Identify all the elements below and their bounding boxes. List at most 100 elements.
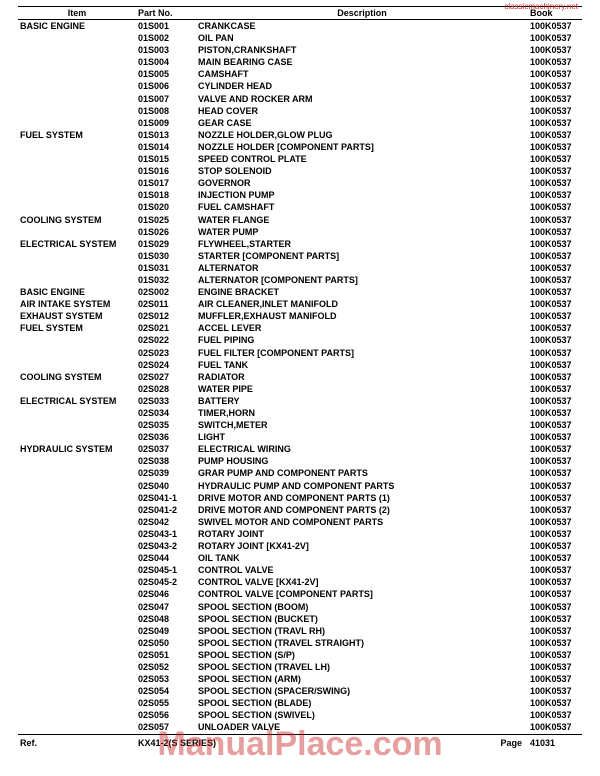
cell-desc: SWIVEL MOTOR AND COMPONENT PARTS — [196, 516, 528, 528]
cell-part: 02S049 — [136, 625, 196, 637]
table-row: BASIC ENGINE01S001CRANKCASE100K0537 — [18, 20, 582, 33]
cell-book: 100K0537 — [528, 298, 582, 310]
cell-desc: CONTROL VALVE — [196, 564, 528, 576]
header-item: Item — [18, 7, 136, 20]
cell-desc: GEAR CASE — [196, 117, 528, 129]
cell-book: 100K0537 — [528, 93, 582, 105]
table-row: 02S034TIMER,HORN100K0537 — [18, 407, 582, 419]
cell-part: 01S020 — [136, 201, 196, 213]
cell-item — [18, 661, 136, 673]
cell-desc: PISTON,CRANKSHAFT — [196, 44, 528, 56]
cell-part: 02S040 — [136, 480, 196, 492]
cell-desc: GRAR PUMP AND COMPONENT PARTS — [196, 467, 528, 479]
cell-desc: SPOOL SECTION (TRAVL RH) — [196, 625, 528, 637]
cell-part: 01S016 — [136, 165, 196, 177]
cell-item — [18, 165, 136, 177]
table-row: 02S045-1CONTROL VALVE100K0537 — [18, 564, 582, 576]
cell-item — [18, 637, 136, 649]
table-body: BASIC ENGINE01S001CRANKCASE100K053701S00… — [18, 20, 582, 735]
table-row: 01S007VALVE AND ROCKER ARM100K0537 — [18, 93, 582, 105]
cell-part: 01S017 — [136, 177, 196, 189]
cell-part: 02S002 — [136, 286, 196, 298]
cell-book: 100K0537 — [528, 80, 582, 92]
cell-book: 100K0537 — [528, 214, 582, 226]
cell-item — [18, 105, 136, 117]
cell-part: 01S007 — [136, 93, 196, 105]
cell-book: 100K0537 — [528, 564, 582, 576]
cell-desc: SPOOL SECTION (SWIVEL) — [196, 709, 528, 721]
cell-desc: DRIVE MOTOR AND COMPONENT PARTS (1) — [196, 492, 528, 504]
table-row: ELECTRICAL SYSTEM02S033BATTERY100K0537 — [18, 395, 582, 407]
cell-item — [18, 516, 136, 528]
footer-ref-label: Ref. — [18, 734, 136, 751]
cell-desc: PUMP HOUSING — [196, 455, 528, 467]
table-row: 01S016STOP SOLENOID100K0537 — [18, 165, 582, 177]
header-part: Part No. — [136, 7, 196, 20]
cell-book: 100K0537 — [528, 129, 582, 141]
cell-item — [18, 56, 136, 68]
table-row: COOLING SYSTEM01S025WATER FLANGE100K0537 — [18, 214, 582, 226]
cell-part: 02S048 — [136, 613, 196, 625]
cell-desc: ALTERNATOR — [196, 262, 528, 274]
cell-item — [18, 588, 136, 600]
cell-part: 02S051 — [136, 649, 196, 661]
table-row: 01S031ALTERNATOR100K0537 — [18, 262, 582, 274]
cell-desc: ROTARY JOINT — [196, 528, 528, 540]
cell-desc: FUEL FILTER [COMPONENT PARTS] — [196, 347, 528, 359]
cell-desc: MUFFLER,EXHAUST MANIFOLD — [196, 310, 528, 322]
table-row: 02S022FUEL PIPING100K0537 — [18, 334, 582, 346]
cell-item — [18, 68, 136, 80]
table-row: 01S006CYLINDER HEAD100K0537 — [18, 80, 582, 92]
cell-part: 02S033 — [136, 395, 196, 407]
cell-part: 01S002 — [136, 32, 196, 44]
cell-book: 100K0537 — [528, 322, 582, 334]
table-row: 01S026WATER PUMP100K0537 — [18, 226, 582, 238]
cell-book: 100K0537 — [528, 20, 582, 33]
cell-part: 01S009 — [136, 117, 196, 129]
table-row: 01S015SPEED CONTROL PLATE100K0537 — [18, 153, 582, 165]
cell-book: 100K0537 — [528, 177, 582, 189]
cell-part: 02S056 — [136, 709, 196, 721]
cell-desc: SPOOL SECTION (TRAVEL STRAIGHT) — [196, 637, 528, 649]
cell-item — [18, 709, 136, 721]
table-row: 01S009GEAR CASE100K0537 — [18, 117, 582, 129]
cell-item — [18, 601, 136, 613]
cell-item — [18, 117, 136, 129]
cell-desc: WATER PIPE — [196, 383, 528, 395]
cell-book: 100K0537 — [528, 576, 582, 588]
table-row: EXHAUST SYSTEM02S012MUFFLER,EXHAUST MANI… — [18, 310, 582, 322]
cell-book: 100K0537 — [528, 359, 582, 371]
table-row: 02S048SPOOL SECTION (BUCKET)100K0537 — [18, 613, 582, 625]
table-row: 02S043-1ROTARY JOINT100K0537 — [18, 528, 582, 540]
table-row: 01S017GOVERNOR100K0537 — [18, 177, 582, 189]
cell-item — [18, 528, 136, 540]
table-row: 02S054SPOOL SECTION (SPACER/SWING)100K05… — [18, 685, 582, 697]
table-row: 02S028WATER PIPE100K0537 — [18, 383, 582, 395]
cell-book: 100K0537 — [528, 443, 582, 455]
cell-item — [18, 93, 136, 105]
cell-desc: OIL TANK — [196, 552, 528, 564]
cell-part: 02S054 — [136, 685, 196, 697]
cell-desc: AIR CLEANER,INLET MANIFOLD — [196, 298, 528, 310]
table-row: ELECTRICAL SYSTEM01S029FLYWHEEL,STARTER1… — [18, 238, 582, 250]
cell-item: COOLING SYSTEM — [18, 214, 136, 226]
cell-part: 01S003 — [136, 44, 196, 56]
cell-book: 100K0537 — [528, 201, 582, 213]
cell-part: 01S008 — [136, 105, 196, 117]
cell-book: 100K0537 — [528, 32, 582, 44]
table-row: 02S024FUEL TANK100K0537 — [18, 359, 582, 371]
cell-book: 100K0537 — [528, 419, 582, 431]
cell-desc: SPOOL SECTION (BLADE) — [196, 697, 528, 709]
cell-book: 100K0537 — [528, 274, 582, 286]
cell-book: 100K0537 — [528, 262, 582, 274]
cell-part: 02S044 — [136, 552, 196, 564]
cell-part: 02S050 — [136, 637, 196, 649]
table-row: 02S053SPOOL SECTION (ARM)100K0537 — [18, 673, 582, 685]
cell-book: 100K0537 — [528, 637, 582, 649]
cell-part: 02S011 — [136, 298, 196, 310]
cell-item: FUEL SYSTEM — [18, 322, 136, 334]
cell-part: 01S013 — [136, 129, 196, 141]
cell-desc: CAMSHAFT — [196, 68, 528, 80]
table-row: 02S057UNLOADER VALVE100K0537 — [18, 721, 582, 734]
cell-desc: STARTER [COMPONENT PARTS] — [196, 250, 528, 262]
